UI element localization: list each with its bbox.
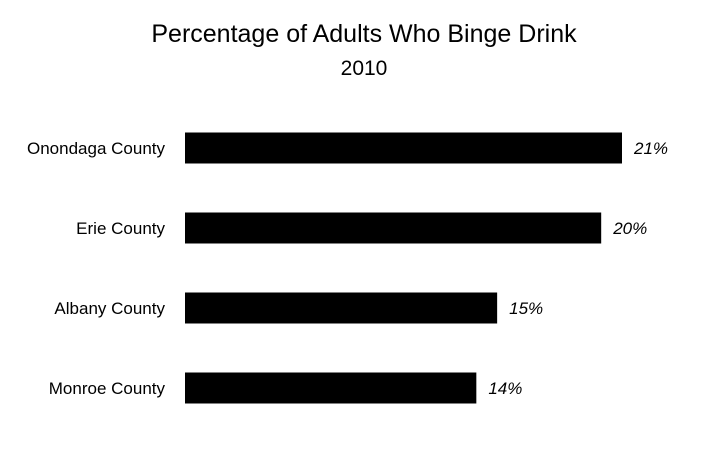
category-label: Onondaga County xyxy=(27,139,165,158)
bar xyxy=(185,292,498,324)
chart-title: Percentage of Adults Who Binge Drink xyxy=(151,20,577,48)
category-label: Erie County xyxy=(76,219,165,238)
data-label: 21% xyxy=(633,139,668,158)
data-label: 20% xyxy=(612,219,647,238)
category-label: Albany County xyxy=(54,299,165,318)
category-label: Monroe County xyxy=(49,379,166,398)
bar xyxy=(185,212,602,244)
bars-group: Onondaga County 21% Erie County 20% Albany C… xyxy=(27,132,668,404)
bar xyxy=(185,132,622,164)
data-label: 14% xyxy=(488,379,522,398)
bar xyxy=(185,372,477,404)
chart-subtitle: 2010 xyxy=(340,57,388,80)
data-label: 15% xyxy=(509,299,543,318)
